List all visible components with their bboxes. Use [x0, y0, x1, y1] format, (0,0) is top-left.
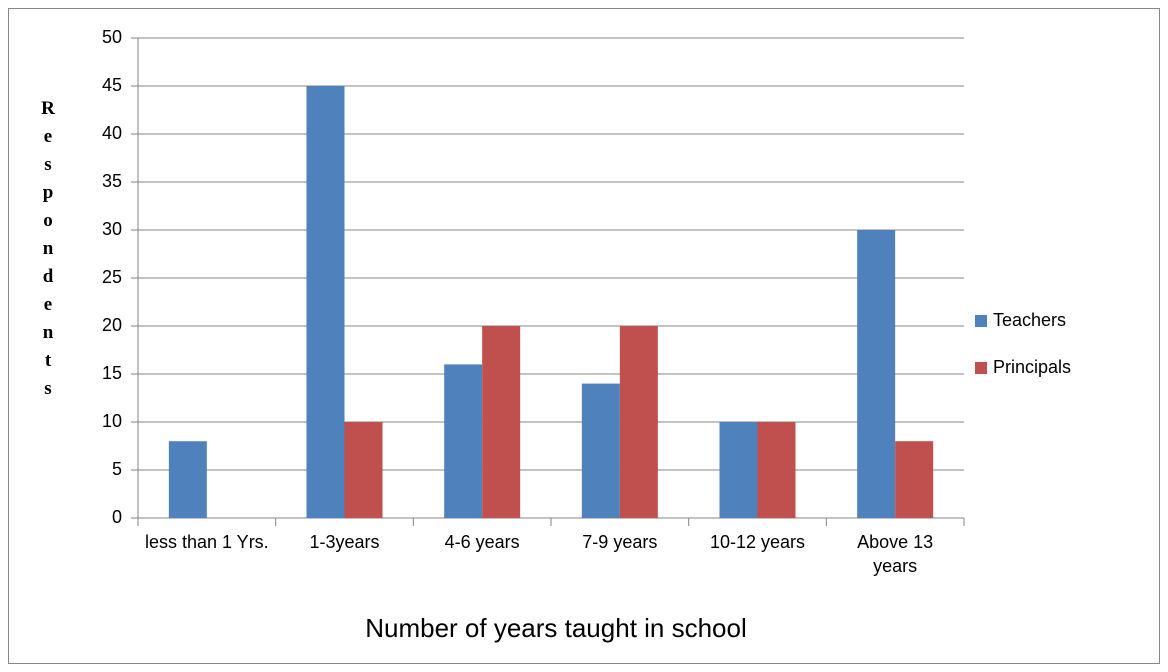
bar [168, 441, 207, 518]
x-tick-label: 1-3years [309, 532, 380, 552]
bar [857, 230, 896, 518]
x-tick-label: Above 13 years [857, 532, 934, 576]
y-tick-label: 40 [102, 123, 122, 143]
y-axis-title: Respondents [38, 98, 59, 406]
y-tick-label: 25 [102, 267, 122, 287]
legend-swatch [975, 315, 987, 327]
legend-label: Teachers [993, 310, 1066, 330]
y-tick-label: 20 [102, 315, 122, 335]
x-tick-label: 7-9 years [582, 532, 658, 552]
bar [895, 441, 934, 518]
y-tick-label: 15 [102, 363, 122, 383]
bar [344, 422, 383, 518]
bar [719, 422, 758, 518]
chart-frame [8, 8, 1160, 664]
y-tick-label: 5 [112, 459, 122, 479]
bar [306, 86, 345, 518]
x-axis-title: Number of years taught in school [365, 613, 747, 643]
y-tick-label: 0 [112, 507, 122, 527]
legend-label: Principals [993, 357, 1071, 377]
y-tick-label: 50 [102, 27, 122, 47]
bar [757, 422, 796, 518]
legend-swatch [975, 362, 987, 374]
bar [444, 364, 483, 518]
y-tick-label: 45 [102, 75, 122, 95]
y-tick-label: 30 [102, 219, 122, 239]
bar [581, 383, 620, 518]
y-tick-label: 10 [102, 411, 122, 431]
y-tick-label: 35 [102, 171, 122, 191]
bar [619, 326, 658, 518]
x-tick-label: 10-12 years [709, 532, 806, 552]
x-tick-label: less than 1 Yrs. [144, 532, 269, 552]
x-tick-label: 4-6 years [444, 532, 520, 552]
bar [482, 326, 521, 518]
